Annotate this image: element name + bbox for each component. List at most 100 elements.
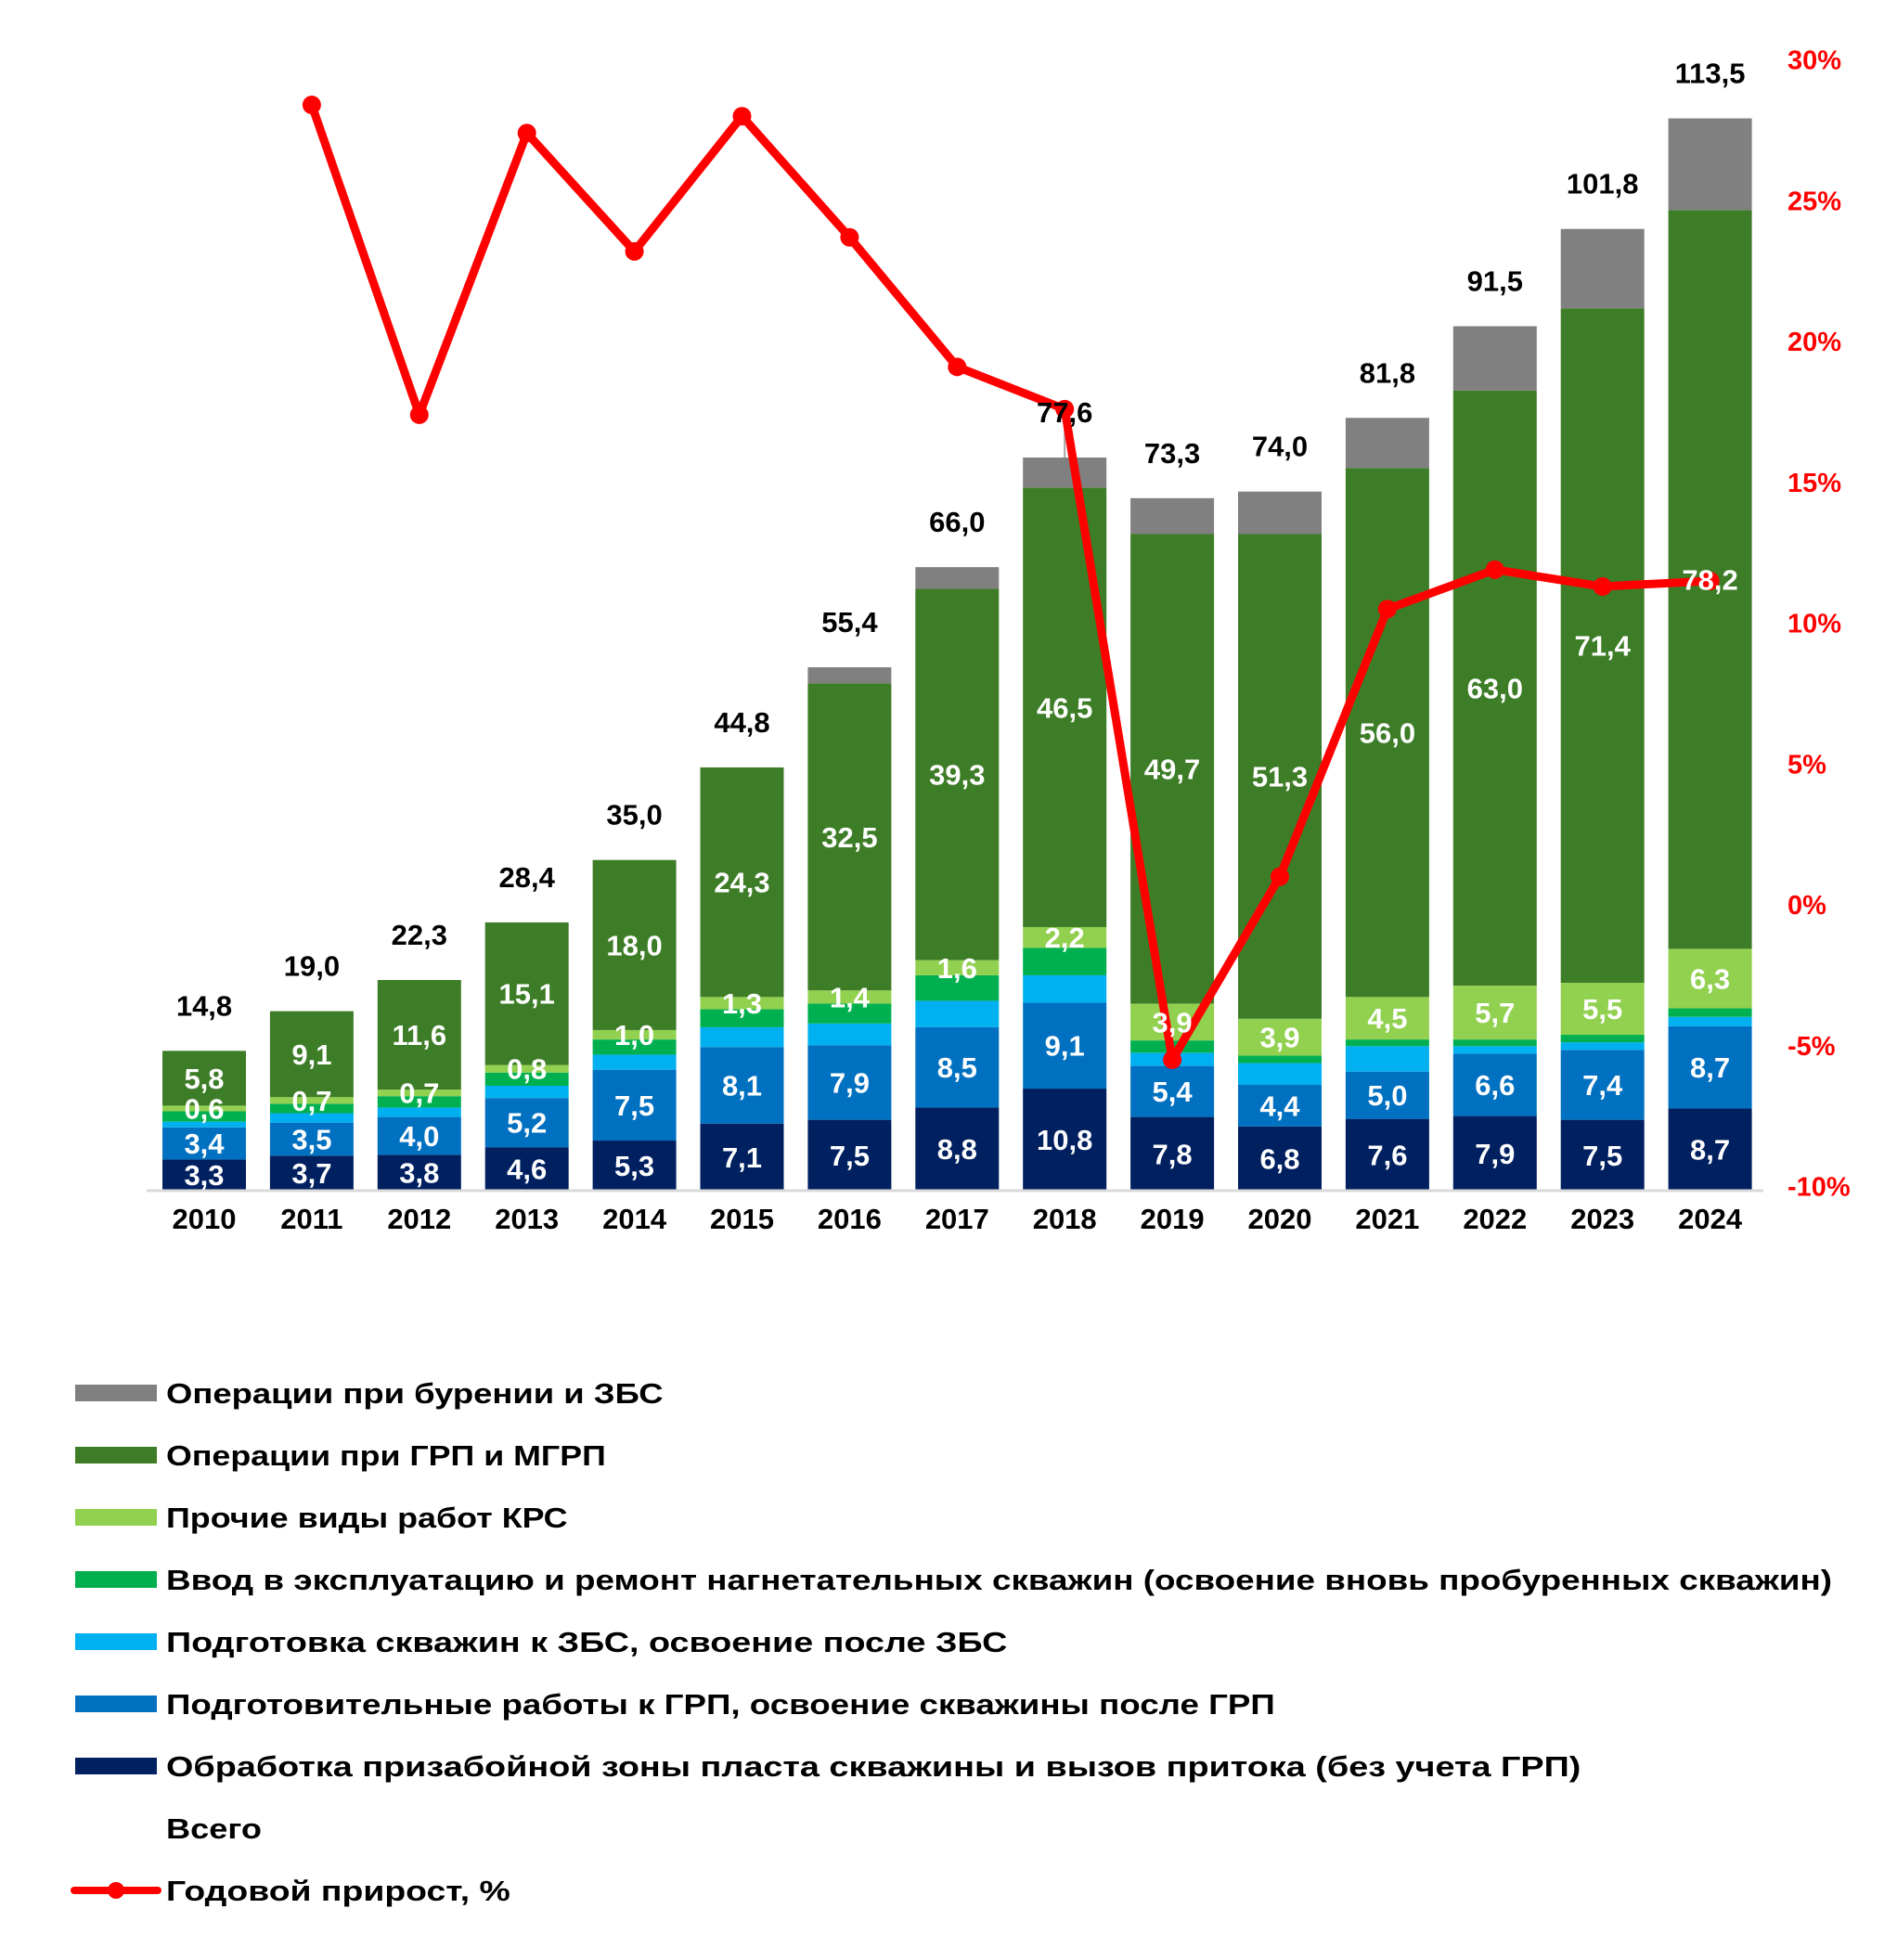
segment-value-label: 4,5 — [1367, 1002, 1407, 1035]
bar-segment — [269, 1113, 354, 1123]
legend-item: Ввод в эксплуатацию и ремонт нагнетатель… — [75, 1564, 1832, 1596]
bar-segment — [1668, 1108, 1752, 1191]
legend-item: Подготовительные работы к ГРП, освоение … — [75, 1688, 1275, 1721]
legend-item: Операции при ГРП и МГРП — [75, 1439, 606, 1472]
segment-value-label: 3,8 — [399, 1157, 439, 1190]
legend-label: Ввод в эксплуатацию и ремонт нагнетатель… — [166, 1564, 1832, 1596]
segment-value-label: 56,0 — [1360, 716, 1415, 749]
bar-segment — [1560, 983, 1645, 1036]
segment-value-label: 7,1 — [722, 1141, 762, 1174]
bar-segment — [592, 859, 677, 1030]
growth-point — [625, 241, 644, 261]
bar-segment — [1023, 1002, 1107, 1090]
bar-segment — [1023, 974, 1107, 1003]
growth-point — [302, 96, 321, 115]
x-tick-label: 2015 — [710, 1203, 774, 1235]
bar-segment — [915, 567, 1000, 589]
bar-segment — [377, 1154, 461, 1191]
x-tick-label: 2011 — [280, 1203, 342, 1235]
growth-point — [732, 107, 752, 126]
segment-value-label: 3,3 — [184, 1159, 224, 1192]
growth-point — [1163, 1050, 1182, 1069]
growth-point — [1377, 600, 1397, 619]
bar-segment — [807, 990, 892, 1004]
bar-segment — [1023, 458, 1107, 488]
segment-value-label: 3,5 — [291, 1124, 331, 1156]
legend-label: Обработка призабойной зоны пласта скважи… — [166, 1750, 1581, 1783]
x-tick-label: 2019 — [1141, 1203, 1205, 1235]
legend-label: Подготовка скважин к ЗБС, освоение после… — [166, 1626, 1007, 1658]
bar-segment — [807, 1023, 892, 1046]
bar-segment — [1452, 1039, 1537, 1047]
bar-segment — [269, 1097, 354, 1104]
segment-value-label: 8,8 — [937, 1133, 977, 1166]
growth-point — [1271, 867, 1289, 886]
segment-value-label: 1,3 — [722, 987, 762, 1020]
legend-point-marker — [108, 1882, 124, 1899]
segment-value-label: 5,5 — [1582, 993, 1622, 1025]
bar-segment — [377, 1096, 461, 1108]
total-value-label: 14,8 — [176, 989, 232, 1022]
legend-item: Обработка призабойной зоны пласта скважи… — [75, 1750, 1581, 1783]
bar-segment — [915, 1000, 1000, 1027]
segment-value-label: 39,3 — [929, 759, 985, 792]
y2-tick-label: 0% — [1787, 891, 1826, 921]
legend-item: Годовой прирост, % — [71, 1875, 510, 1907]
bar-segment — [1023, 948, 1107, 975]
x-tick-label: 2016 — [818, 1203, 882, 1235]
x-tick-label: 2021 — [1355, 1203, 1419, 1235]
bar-segment — [1560, 1042, 1645, 1051]
bar-segment — [1023, 926, 1107, 948]
y2-tick-label: 20% — [1787, 328, 1841, 357]
y2-tick-label: -5% — [1787, 1032, 1836, 1062]
segment-value-label: 1,4 — [830, 981, 871, 1013]
y2-tick-label: 10% — [1787, 610, 1841, 639]
bar-segment — [1345, 418, 1429, 469]
x-tick-label: 2017 — [925, 1203, 989, 1235]
growth-point — [1055, 399, 1075, 419]
legend-swatch — [75, 1385, 157, 1401]
segment-value-label: 18,0 — [606, 929, 662, 961]
bar-segment — [1452, 390, 1537, 986]
bar-segment — [1452, 1046, 1537, 1054]
segment-labels-layer: 3,33,40,65,8 3,73,5 0,7 9,1 3,8 4,0 0,7 11,6 4,6… — [184, 563, 1737, 1192]
bar-segment — [1238, 1018, 1322, 1056]
bar-segment — [1238, 1126, 1322, 1191]
segment-value-label: 46,5 — [1037, 691, 1092, 724]
bar-segment — [700, 1047, 784, 1124]
legend-swatch — [75, 1571, 157, 1588]
total-labels-layer: 14,8 19,0 22,3 28,4 35,0 44,8 55,4 66,0 77,6 73,3… — [176, 58, 1746, 1023]
legend-swatch — [75, 1633, 157, 1650]
bar-segment — [269, 1011, 354, 1098]
bar-segment — [915, 974, 1000, 1001]
bar-segment — [162, 1111, 246, 1122]
segment-value-label: 7,5 — [614, 1090, 654, 1122]
bar-segment — [162, 1105, 246, 1112]
segment-value-label: 0,8 — [507, 1053, 547, 1086]
segment-value-label: 0,7 — [399, 1077, 439, 1110]
bar-segment — [1238, 1084, 1322, 1127]
bar-segment — [162, 1159, 246, 1191]
bar-segment — [1238, 1063, 1322, 1085]
bar-segment — [377, 979, 461, 1090]
bar-segment — [1452, 1053, 1537, 1116]
segment-value-label: 78,2 — [1682, 563, 1737, 596]
bar-segment — [592, 1054, 677, 1070]
bar-segment — [1668, 1008, 1752, 1017]
bar-segment — [377, 1090, 461, 1097]
bar-segment — [700, 1026, 784, 1048]
segment-value-label: 5,8 — [184, 1063, 224, 1095]
segment-value-label: 8,5 — [937, 1051, 977, 1084]
bar-segment — [592, 1039, 677, 1055]
bar-segment — [1452, 986, 1537, 1040]
total-value-label: 44,8 — [714, 706, 769, 739]
bar-segment — [915, 588, 1000, 961]
growth-line — [307, 100, 1715, 1064]
legend-item: Всего — [166, 1812, 262, 1845]
bar-segment — [162, 1127, 246, 1160]
total-value-label: 74,0 — [1252, 431, 1308, 463]
bar-segment — [915, 960, 1000, 975]
segment-value-label: 11,6 — [392, 1019, 446, 1051]
y2-tick-label: -10% — [1787, 1173, 1851, 1203]
